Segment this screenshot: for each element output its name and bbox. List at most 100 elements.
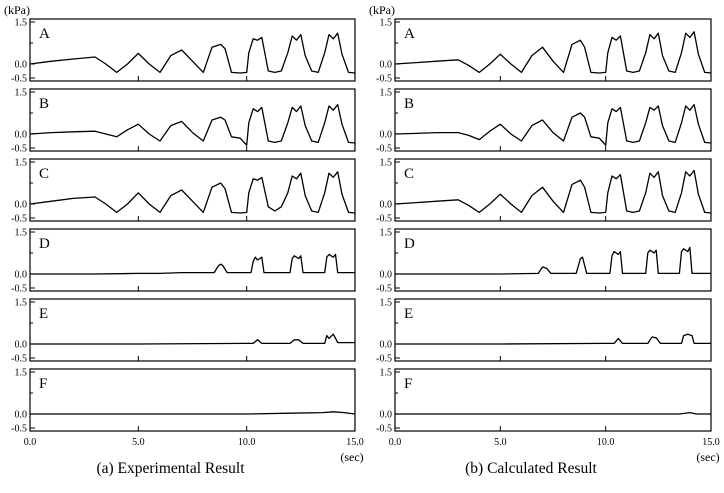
y-tick-label: 0.0 [15, 130, 28, 141]
y-unit-label: (kPa) [4, 3, 30, 17]
y-tick-label: 1.5 [380, 368, 393, 379]
panel-letter: B [39, 96, 49, 112]
panel-letter: D [404, 236, 415, 252]
x-tick-label: 0.0 [389, 437, 402, 448]
panel-frame [29, 228, 356, 292]
y-tick-label: -0.5 [11, 74, 27, 85]
y-tick-label: 1.5 [380, 228, 393, 239]
series-line-c [394, 169, 712, 214]
y-tick-label: 0.0 [15, 410, 28, 421]
x-tick-label: 10.0 [238, 437, 256, 448]
panel-frame [394, 298, 712, 362]
panel-frame [394, 18, 712, 82]
y-tick-label: -0.5 [376, 284, 392, 295]
series-line-e [30, 333, 355, 345]
series-line-a [29, 32, 356, 74]
y-tick-label: 0.0 [15, 200, 28, 211]
y-tick-label: 0.0 [15, 270, 28, 281]
series-line-f [395, 411, 711, 415]
y-tick-label: 1.5 [15, 158, 28, 169]
panel-f: 1.5 0.0 -0.5 F [11, 368, 356, 435]
y-tick-label: 0.0 [380, 60, 393, 71]
y-tick-label: 0.0 [380, 410, 393, 421]
chart-a: (kPa)1.50.0-0.5A1.50.0-0.5B1.50.0-0.5C1.… [4, 3, 364, 477]
y-tick-label: -0.5 [11, 144, 27, 155]
panel-letter: E [39, 306, 48, 322]
panel-letter: D [39, 236, 50, 252]
series-line-b [394, 103, 712, 146]
panel-b: 1.5 0.0 -0.5 B [376, 88, 712, 155]
y-tick-label: 0.0 [380, 130, 393, 141]
panel-frame [29, 158, 356, 222]
panel-letter: A [404, 26, 415, 42]
panel-letter: F [404, 376, 412, 392]
y-tick-label: 1.5 [15, 18, 28, 29]
y-tick-label: -0.5 [11, 354, 27, 365]
panel-letter: C [404, 166, 414, 182]
y-tick-label: -0.5 [376, 144, 392, 155]
y-tick-label: -0.5 [11, 214, 27, 225]
y-tick-label: 0.0 [380, 200, 393, 211]
panel-frame [394, 368, 712, 432]
panel-c: 1.5 0.0 -0.5 C [11, 158, 356, 225]
y-tick-label: -0.5 [11, 424, 27, 435]
x-tick-label: 5.0 [132, 437, 145, 448]
panel-d: 1.5 0.0 -0.5 D [11, 228, 356, 295]
y-tick-label: 1.5 [380, 298, 393, 309]
y-tick-label: -0.5 [376, 74, 392, 85]
y-tick-label: -0.5 [376, 354, 392, 365]
y-tick-label: 0.0 [15, 60, 28, 71]
y-tick-label: 1.5 [380, 158, 393, 169]
series-line-b [29, 103, 356, 146]
panel-letter: E [404, 306, 413, 322]
panel-frame [394, 158, 712, 222]
panel-frame [394, 88, 712, 152]
y-tick-label: -0.5 [11, 284, 27, 295]
y-tick-label: 0.0 [15, 340, 28, 351]
y-tick-label: 1.5 [380, 88, 393, 99]
x-tick-label: 15.0 [702, 437, 720, 448]
panel-c: 1.5 0.0 -0.5 C [376, 158, 712, 225]
panel-letter: A [39, 26, 50, 42]
chart-caption: (a) Experimental Result [96, 460, 245, 477]
series-line-c [29, 171, 356, 214]
panel-a: 1.5 0.0 -0.5 A [376, 18, 712, 85]
series-line-d [395, 246, 711, 275]
panel-d: 1.5 0.0 -0.5 D [376, 228, 712, 295]
series-line-e [395, 333, 711, 345]
panel-b: 1.5 0.0 -0.5 B [11, 88, 356, 155]
y-tick-label: 1.5 [15, 298, 28, 309]
x-unit-label: (sec) [696, 450, 719, 464]
y-tick-label: -0.5 [376, 214, 392, 225]
panel-frame [394, 228, 712, 292]
y-unit-label: (kPa) [369, 3, 395, 17]
y-tick-label: 0.0 [380, 340, 393, 351]
chart-caption: (b) Calculated Result [465, 460, 597, 477]
panel-frame [29, 88, 356, 152]
x-tick-label: 0.0 [24, 437, 37, 448]
panel-f: 1.5 0.0 -0.5 F [376, 368, 712, 435]
panel-letter: C [39, 166, 49, 182]
panel-frame [29, 368, 356, 432]
panel-a: 1.5 0.0 -0.5 A [11, 18, 356, 85]
panel-e: 1.5 0.0 -0.5 E [11, 298, 356, 365]
chart-b: (kPa)1.50.0-0.5A1.50.0-0.5B1.50.0-0.5C1.… [369, 3, 720, 477]
y-tick-label: 1.5 [15, 368, 28, 379]
panel-frame [29, 18, 356, 82]
panel-letter: B [404, 96, 414, 112]
series-line-a [394, 31, 712, 74]
panel-e: 1.5 0.0 -0.5 E [376, 298, 712, 365]
y-tick-label: 1.5 [15, 228, 28, 239]
x-tick-label: 15.0 [346, 437, 364, 448]
panel-frame [29, 298, 356, 362]
y-tick-label: 1.5 [380, 18, 393, 29]
y-tick-label: -0.5 [376, 424, 392, 435]
x-unit-label: (sec) [340, 450, 363, 464]
y-tick-label: 1.5 [15, 88, 28, 99]
series-line-f [30, 411, 356, 415]
panel-letter: F [39, 376, 47, 392]
x-tick-label: 10.0 [597, 437, 615, 448]
series-line-d [30, 253, 355, 275]
x-tick-label: 5.0 [494, 437, 507, 448]
